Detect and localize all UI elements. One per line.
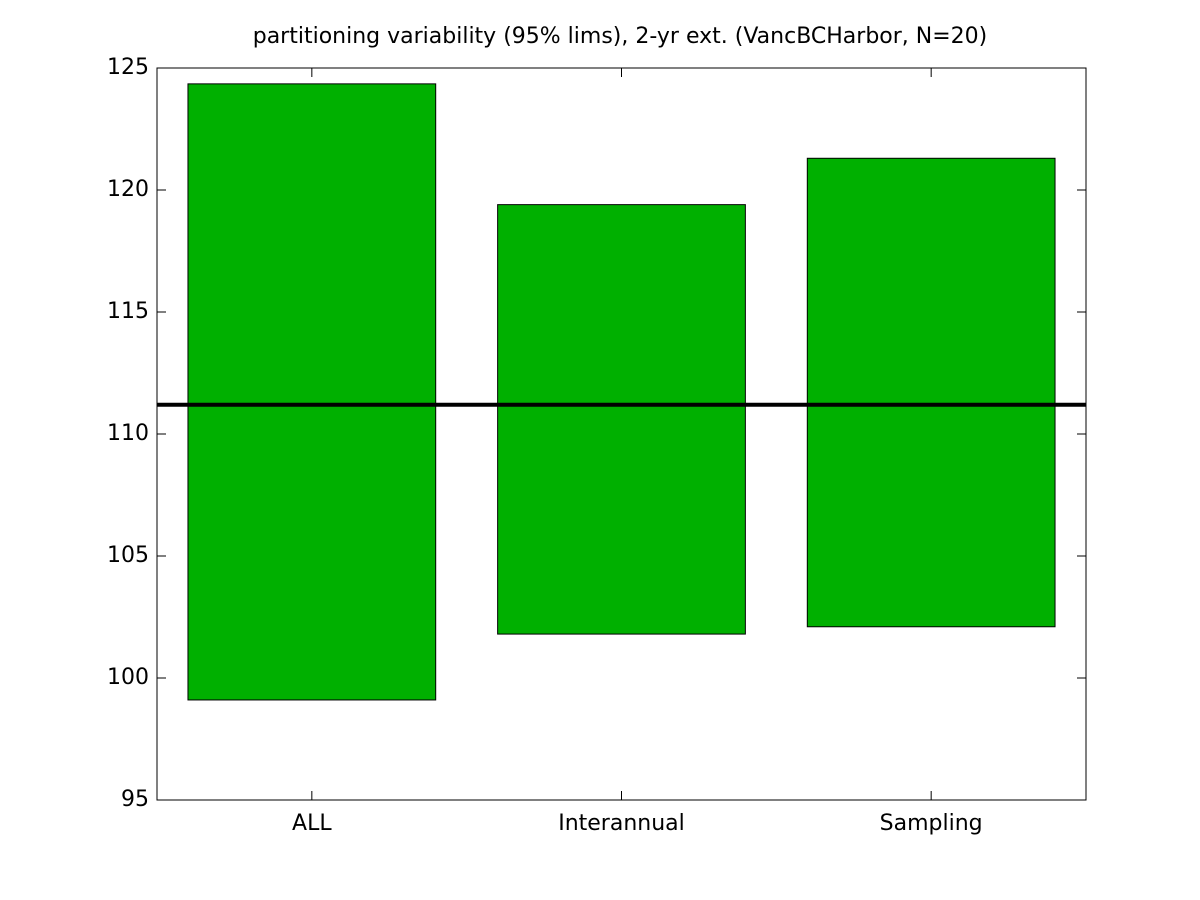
y-tick-label: 100 [107,665,149,690]
x-tick-label: ALL [292,811,332,836]
x-tick-label: Interannual [558,811,685,836]
y-tick-label: 125 [107,55,149,80]
bar [497,204,746,635]
x-tick-label: Sampling [880,811,983,836]
bar [187,83,437,701]
chart-title: partitioning variability (95% lims), 2-y… [253,24,988,49]
y-tick-label: 115 [107,299,149,324]
y-tick-label: 105 [107,543,149,568]
bar [806,157,1056,628]
y-tick-label: 120 [107,177,149,202]
y-tick-label: 110 [107,421,149,446]
y-tick-label: 95 [121,787,149,812]
